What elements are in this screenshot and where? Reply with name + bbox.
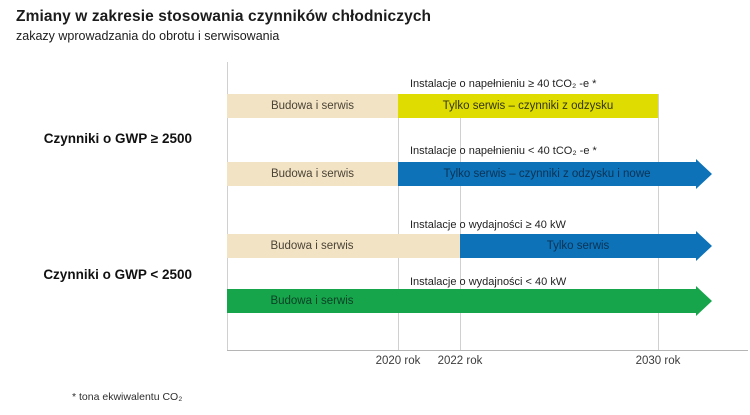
gridline-2030	[658, 94, 659, 350]
chart-left-border-line	[227, 62, 228, 350]
row3-annotation: Instalacje o wydajności ≥ 40 kW	[410, 219, 566, 231]
segment-label: Budowa i serwis	[270, 240, 354, 252]
page-subtitle: zakazy wprowadzania do obrotu i serwisow…	[16, 29, 280, 43]
row4-segment-budowa-i-serwis-arrow: Budowa i serwis	[227, 286, 712, 316]
page-title: Zmiany w zakresie stosowania czynników c…	[16, 8, 432, 25]
group-label-gwp-ge-2500: Czynniki o GWP ≥ 2500	[43, 131, 192, 146]
row3-segment-budowa-i-serwis: Budowa i serwis	[227, 234, 460, 258]
row1-annotation: Instalacje o napełnieniu ≥ 40 tCO₂ -e *	[410, 78, 597, 90]
x-tick-2020: 2020 rok	[375, 355, 421, 367]
row4-annotation: Instalacje o wydajności < 40 kW	[410, 276, 567, 288]
segment-label: Tylko serwis – czynniki z odzysku i nowe	[443, 168, 651, 180]
row2-segment-tylko-serwis-odzysk-i-nowe-arrow: Tylko serwis – czynniki z odzysku i nowe	[398, 159, 712, 189]
row1-segment-tylko-serwis-odzysk: Tylko serwis – czynniki z odzysku	[398, 94, 658, 118]
gridline-2020	[398, 94, 399, 350]
x-axis-line	[227, 350, 748, 351]
segment-label: Tylko serwis – czynniki z odzysku	[442, 100, 614, 112]
row2-annotation: Instalacje o napełnieniu < 40 tCO₂ -e *	[410, 145, 597, 157]
x-tick-2022: 2022 rok	[437, 355, 483, 367]
gridline-2022	[460, 94, 461, 350]
row2-segment-budowa-i-serwis: Budowa i serwis	[227, 162, 398, 186]
row3-segment-tylko-serwis-arrow: Tylko serwis	[460, 231, 712, 261]
segment-label: Budowa i serwis	[270, 168, 355, 180]
x-tick-2030: 2030 rok	[635, 355, 681, 367]
row1-segment-budowa-i-serwis: Budowa i serwis	[227, 94, 398, 118]
segment-label: Budowa i serwis	[270, 295, 354, 307]
segment-label: Budowa i serwis	[270, 100, 355, 112]
footnote: * tona ekwiwalentu CO₂	[72, 391, 183, 403]
group-label-gwp-lt-2500: Czynniki o GWP < 2500	[43, 267, 192, 282]
segment-label: Tylko serwis	[546, 240, 610, 252]
